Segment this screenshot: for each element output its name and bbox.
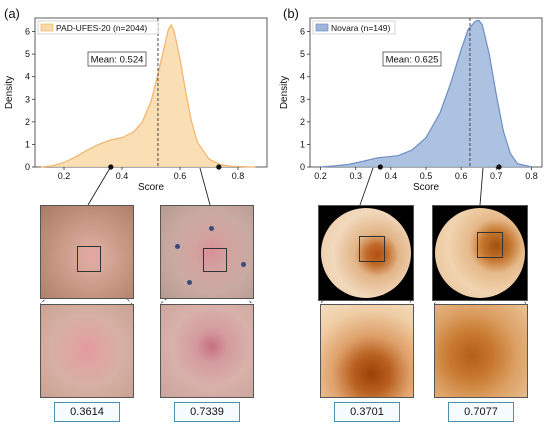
dermoscopy-image-b1 [318,205,414,301]
score-box-b2: 0.7077 [448,402,514,422]
connector-line [479,167,484,206]
y-tick-label: 2 [25,117,30,127]
x-tick-label: 0.3 [349,171,362,181]
score-box-b1: 0.3701 [334,402,400,422]
zoomed-crop-b1 [320,304,414,398]
connector-line [87,167,111,206]
zoom-region-box [477,232,503,258]
x-tick-label: 0.2 [58,171,71,181]
legend-box [37,20,159,35]
panel-label-a: (a) [4,6,20,21]
sample-marker [496,164,502,170]
y-tick-label: 3 [25,94,30,104]
legend: Novara (n=149) [312,20,396,35]
lesion-image-a2 [160,205,254,299]
lesion-image-a1 [40,205,134,299]
zoom-region-box [359,236,385,262]
density-line [320,19,532,168]
y-tick-label: 2 [300,117,305,127]
marker-dot [187,280,192,285]
y-axis-label: Density [4,76,15,109]
y-axis-label: Density [279,76,290,109]
legend-box [312,20,396,35]
y-tick-label: 6 [300,27,305,37]
x-axis-label: Score [138,182,165,193]
dermoscopy-image-b2 [432,205,528,301]
legend-swatch [315,23,329,32]
zoomed-crop-a1 [40,304,134,398]
density-area [40,24,256,167]
density-chart-a: Mean: 0.524 0.2 0.4 0.6 0.8 0 1 2 3 4 5 6 Score Densi… [4,17,268,193]
y-tick-label: 5 [25,49,30,59]
x-tick-label: 0.4 [116,171,129,181]
legend-label: Novara (n=149) [331,23,390,33]
connector-line [199,167,211,206]
density-chart-b: Mean: 0.625 0.2 0.3 0.4 0.5 0.6 0.7 0.8 0 1 2 3 4 5 6 S… [279,17,543,193]
x-tick-label: 0.7 [490,171,503,181]
density-area [320,20,532,168]
y-tick-label: 0 [300,162,305,172]
panel-label-b: (b) [283,6,299,21]
connector-line [359,167,374,206]
zoom-region-box [77,246,101,272]
y-tick-label: 0 [25,162,30,172]
zoom-region-box [203,248,227,272]
y-tick-label: 1 [300,139,305,149]
y-tick-label: 3 [300,94,305,104]
x-tick-label: 0.6 [455,171,468,181]
sample-marker [216,164,222,170]
marker-dot [241,262,246,267]
density-line [40,23,256,168]
score-box-a2: 0.7339 [174,402,240,422]
mean-label: Mean: 0.625 [386,55,439,66]
x-axis-label: Score [413,182,440,193]
y-tick-label: 1 [25,139,30,149]
x-tick-label: 0.5 [420,171,433,181]
legend-label: PAD-UFES-20 (n=2044) [56,23,147,33]
sample-marker [377,164,383,170]
zoomed-crop-a2 [160,304,254,398]
score-box-a1: 0.3614 [54,402,120,422]
y-tick-label: 4 [25,72,30,82]
legend-swatch [40,23,54,32]
mean-label-box [382,51,442,67]
legend: PAD-UFES-20 (n=2044) [37,20,159,35]
x-tick-label: 0.6 [174,171,187,181]
mean-label-box [87,51,147,67]
x-tick-label: 0.2 [314,171,327,181]
marker-dot [175,244,180,249]
x-tick-label: 0.8 [525,171,538,181]
x-tick-label: 0.4 [385,171,398,181]
mean-label: Mean: 0.524 [91,55,144,66]
y-tick-label: 4 [300,72,305,82]
y-tick-label: 5 [300,49,305,59]
marker-dot [209,226,214,231]
zoomed-crop-b2 [434,304,528,398]
y-tick-label: 6 [25,27,30,37]
x-tick-label: 0.8 [232,171,245,181]
